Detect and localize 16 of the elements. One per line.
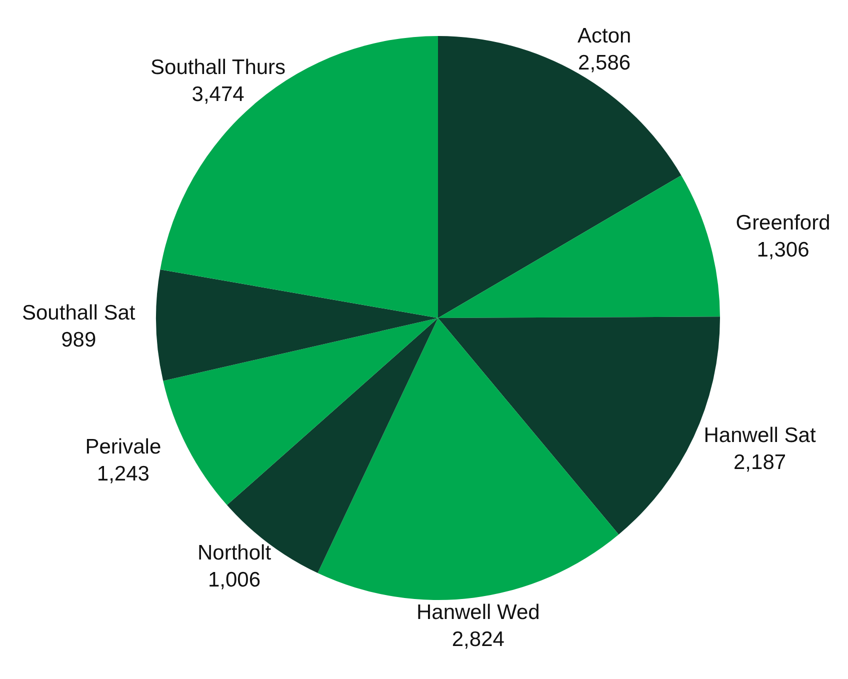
slice-label: Perivale (85, 435, 162, 458)
data-label: 1,306 (756, 238, 810, 262)
slice-label: Hanwell Sat (704, 424, 816, 448)
data-label: 2,187 (734, 451, 786, 474)
data-label: 989 (61, 328, 96, 352)
data-label: 1,006 (208, 568, 261, 592)
data-label: 2,824 (452, 628, 505, 651)
slice-label: Southall Thurs (150, 56, 286, 80)
slice-label: Southall Sat (22, 302, 136, 325)
slice-label: Hanwell Wed (416, 600, 540, 624)
slice-label: Greenford (736, 212, 830, 235)
slice-label: Acton (577, 24, 632, 48)
data-label: 2,586 (578, 52, 631, 75)
data-label: 1,243 (96, 462, 150, 486)
slice-label: Northolt (198, 542, 272, 565)
data-label: 3,474 (192, 83, 245, 106)
